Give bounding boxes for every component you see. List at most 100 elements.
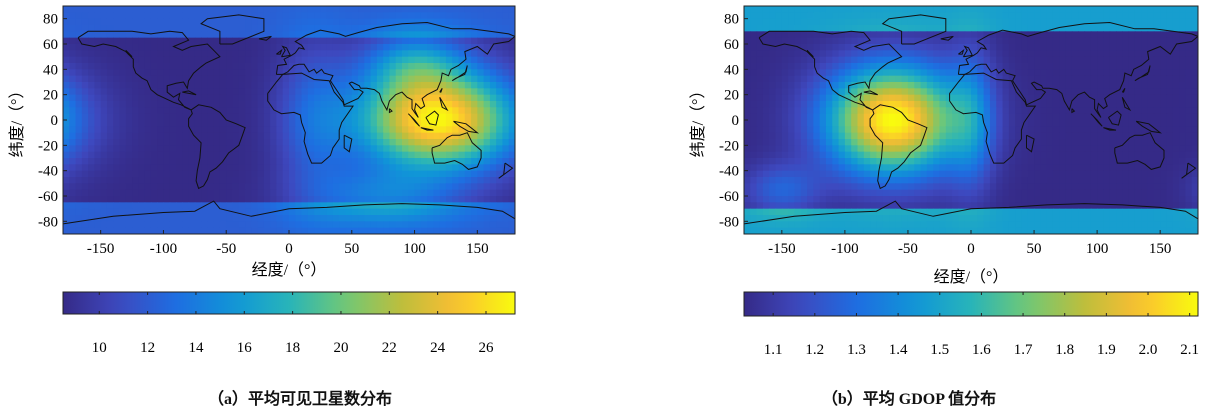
heatmap-cell [125,120,133,127]
heatmap-cell [358,50,365,58]
heatmap-cell [238,113,246,121]
heatmap-cell [106,31,114,39]
heatmap-cell [464,170,472,178]
heatmap-cell [270,164,278,172]
heatmap-cell [1052,196,1060,203]
heatmap-cell [477,107,485,115]
heatmap-cell [964,56,972,64]
heatmap-cell [756,31,764,39]
heatmap-cell [496,126,504,134]
heatmap-cell [458,202,466,210]
heatmap-cell [914,82,922,89]
heatmap-cell [176,69,183,77]
panel-a-figure: -150 -100 -50 0 50 100 150 806040200-20-40-60-… [8,5,516,356]
heatmap-cell [1191,44,1198,51]
heatmap-cell [889,69,896,77]
heatmap-cell [1109,88,1117,96]
heatmap-cell [339,196,347,203]
heatmap-cell [289,107,296,115]
heatmap-cell [958,170,966,178]
heatmap-cell [75,170,83,178]
heatmap-cell [81,44,89,51]
heatmap-cell [75,50,83,58]
heatmap-cell [1071,88,1079,96]
heatmap-cell [1128,63,1136,70]
heatmap-cell [201,126,208,134]
heatmap-cell [1141,88,1149,96]
heatmap-cell [213,183,221,191]
heatmap-cell [1122,69,1130,77]
heatmap-cell [69,183,77,191]
heatmap-cell [307,31,315,39]
heatmap-cell [1034,6,1041,13]
heatmap-cell [907,88,915,96]
heatmap-cell [1109,18,1117,26]
heatmap-cell [439,189,447,197]
heatmap-cell [851,94,859,102]
heatmap-cell [270,196,278,203]
heatmap-cell [958,12,966,20]
heatmap-cell [138,101,146,108]
heatmap-cell [989,6,997,13]
heatmap-cell [933,25,941,32]
heatmap-cell [477,189,485,197]
heatmap-cell [75,189,83,197]
heatmap-cell [150,37,158,45]
heatmap-cell [1021,196,1029,203]
heatmap-cell [389,208,397,216]
heatmap-cell [1027,6,1035,13]
heatmap-cell [496,177,504,184]
heatmap-cell [1172,56,1180,64]
heatmap-cell [238,145,246,153]
heatmap-cell [295,227,303,234]
heatmap-cell [1147,56,1155,64]
heatmap-cell [94,18,102,26]
heatmap-cell [952,56,959,64]
heatmap-cell [996,50,1004,58]
heatmap-cell [263,25,271,32]
heatmap-cell [251,50,259,58]
heatmap-cell [800,25,808,32]
heatmap-cell [1059,6,1067,13]
heatmap-cell [1109,82,1117,89]
heatmap-cell [439,151,447,159]
heatmap-cell [876,132,884,140]
heatmap-cell [395,189,403,197]
heatmap-cell [489,120,497,127]
heatmap-cell [825,151,833,159]
heatmap-cell [439,82,447,89]
heatmap-cell [977,37,985,45]
heatmap-cell [150,18,158,26]
heatmap-cell [857,12,865,20]
heatmap-cell [376,113,384,121]
heatmap-cell [1084,132,1092,140]
heatmap-cell [389,37,397,45]
heatmap-cell [1090,177,1098,184]
heatmap-cell [750,25,758,32]
heatmap-cell [1122,63,1130,70]
heatmap-cell [132,177,139,184]
heatmap-cell [245,63,252,70]
heatmap-cell [219,101,227,108]
heatmap-cell [863,126,871,134]
heatmap-cell [157,139,165,146]
heatmap-cell [914,75,922,83]
heatmap-cell [1109,139,1117,146]
heatmap-cell [1109,44,1117,51]
heatmap-cell [756,94,764,102]
heatmap-cell [389,177,397,184]
heatmap-cell [794,82,802,89]
heatmap-cell [807,170,814,178]
heatmap-cell [996,158,1004,165]
heatmap-cell [138,126,146,134]
heatmap-cell [138,44,146,51]
heatmap-cell [1191,69,1198,77]
heatmap-cell [1027,44,1035,51]
heatmap-cell [63,69,70,77]
heatmap-cell [81,132,89,140]
heatmap-cell [270,183,278,191]
heatmap-cell [88,227,95,234]
heatmap-cell [395,75,403,83]
heatmap-cell [351,126,359,134]
heatmap-cell [314,31,321,39]
